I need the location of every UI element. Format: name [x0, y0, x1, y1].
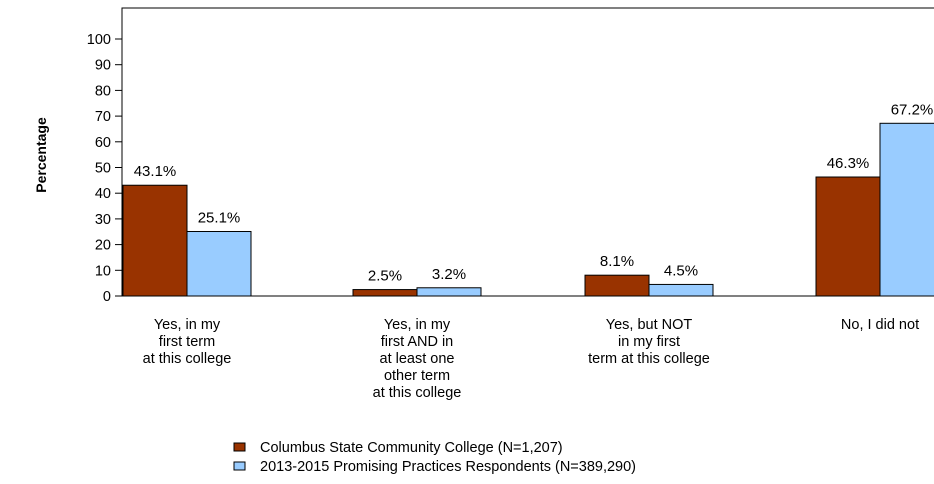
- y-tick-label: 10: [95, 263, 111, 279]
- legend: Columbus State Community College (N=1,20…: [233, 440, 636, 475]
- data-label: 67.2%: [891, 101, 934, 118]
- legend-swatch-1: [233, 442, 246, 452]
- legend-label-1: Columbus State Community College (N=1,20…: [260, 440, 563, 456]
- plot-area: 0 10 20 30 40 50 60 70 80 90 100 43.1% 2.5% 8.1% 46.3%…: [87, 7, 934, 401]
- data-label: 3.2%: [432, 266, 466, 283]
- legend-swatch-2: [233, 461, 246, 471]
- y-tick-label: 50: [95, 161, 111, 177]
- y-tick-label: 0: [103, 289, 111, 305]
- bar-series-2-category-3: [648, 283, 714, 297]
- y-axis-label: Percentage: [33, 117, 49, 193]
- y-tick-label: 70: [95, 109, 111, 125]
- category-label-3: Yes, but NOT in my first term at this coll…: [588, 317, 710, 367]
- y-tick-label: 100: [87, 32, 111, 48]
- plot-frame: [121, 7, 934, 297]
- data-label: 43.1%: [134, 163, 177, 180]
- bar-series-1-category-1: [122, 184, 188, 297]
- data-label: 25.1%: [198, 209, 241, 226]
- y-tick-label: 40: [95, 186, 111, 202]
- y-tick-label: 80: [95, 83, 111, 99]
- data-label: 8.1%: [600, 253, 634, 270]
- category-label-1: Yes, in my first term at this college: [143, 317, 232, 367]
- category-label-4: No, I did not: [841, 317, 919, 333]
- legend-label-2: 2013-2015 Promising Practices Respondent…: [260, 459, 636, 475]
- bar-series-2-category-2: [416, 287, 482, 297]
- bar-series-1-category-3: [584, 274, 650, 297]
- data-label: 2.5%: [368, 268, 402, 285]
- y-tick-label: 60: [95, 135, 111, 151]
- y-tick-label: 30: [95, 212, 111, 228]
- category-label-2: Yes, in my first AND in at least one other …: [373, 317, 462, 401]
- bar-series-2-category-4: [879, 122, 934, 297]
- data-label: 46.3%: [827, 155, 870, 172]
- data-label: 4.5%: [664, 262, 698, 279]
- y-tick-label: 20: [95, 238, 111, 254]
- y-tick-label: 90: [95, 58, 111, 74]
- bar-series-1-category-2: [352, 289, 418, 297]
- bar-series-1-category-4: [815, 176, 881, 297]
- bar-series-2-category-1: [186, 230, 252, 297]
